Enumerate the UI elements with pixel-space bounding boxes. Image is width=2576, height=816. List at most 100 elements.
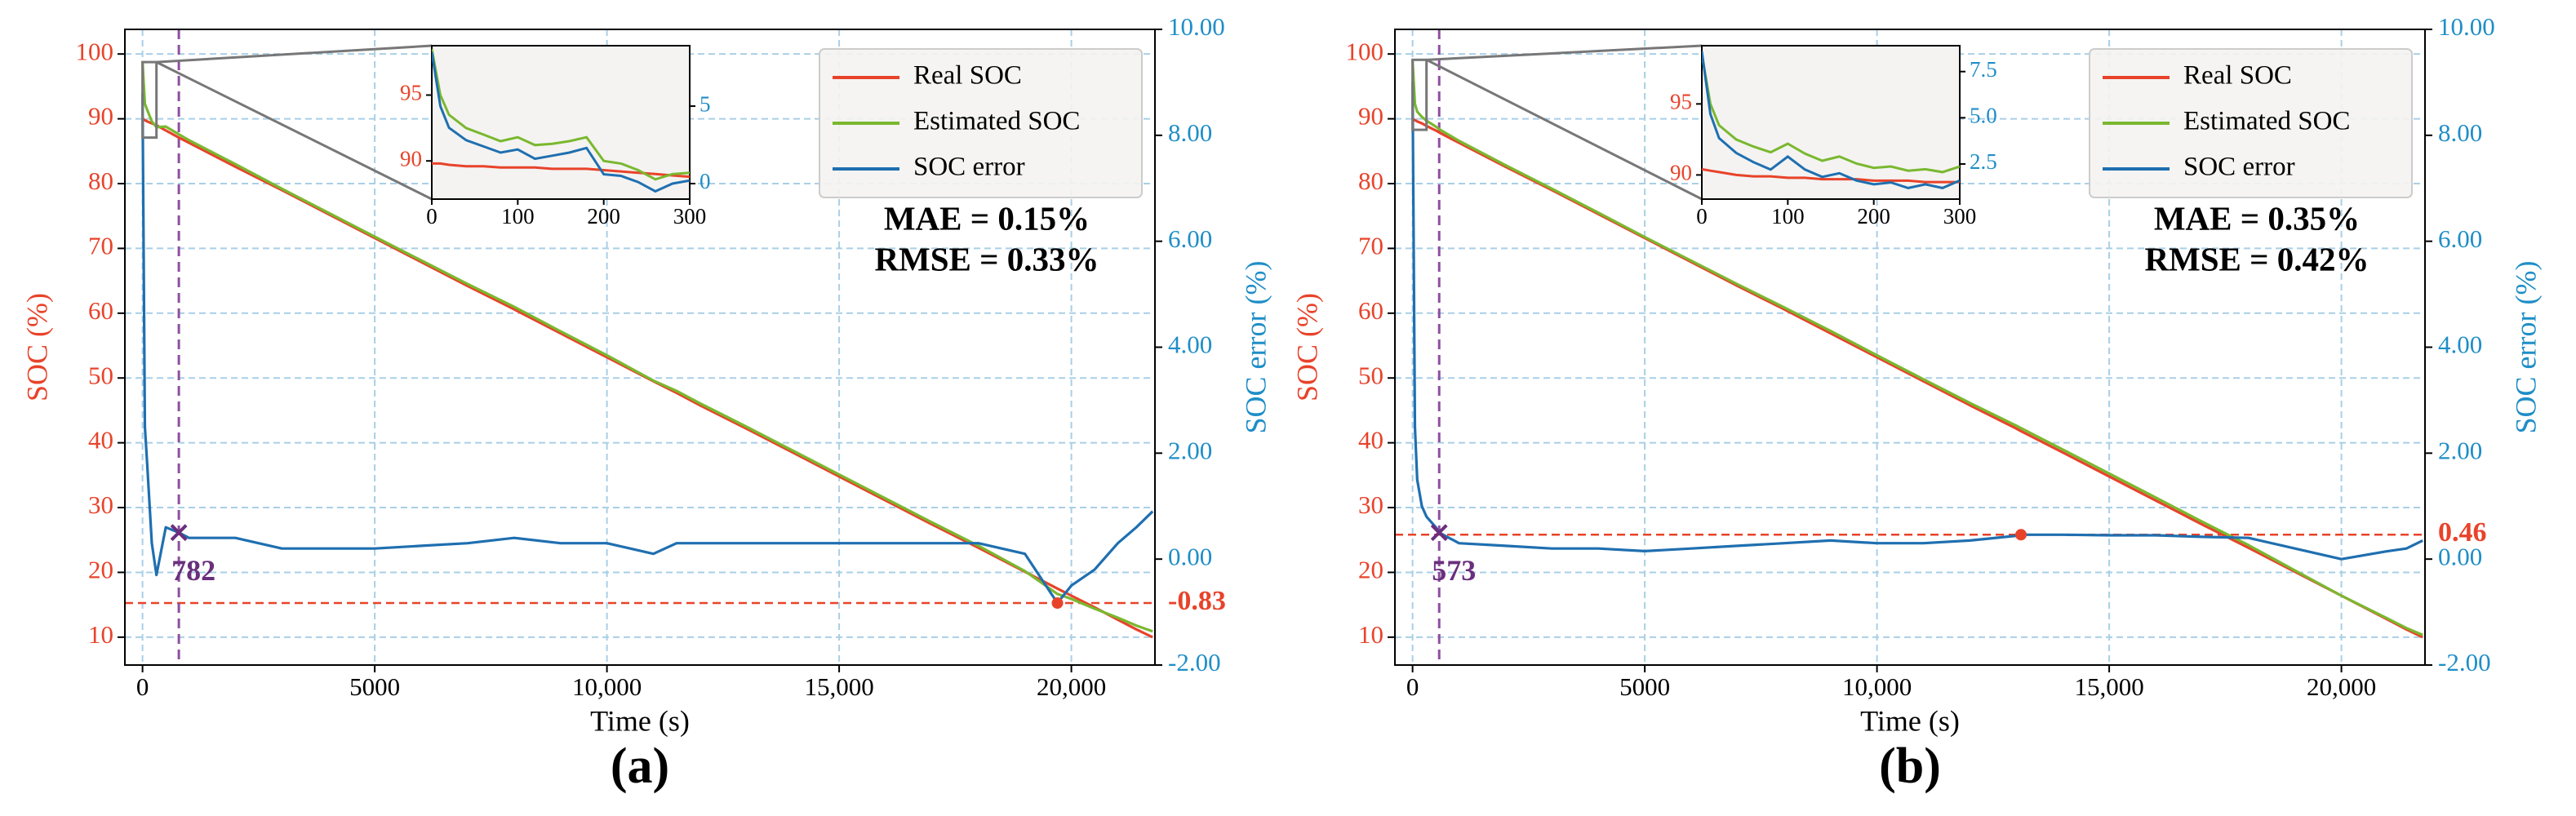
convergence-label: 573: [1432, 554, 1476, 587]
inset-y-tick-label: 90: [1670, 161, 1692, 185]
y-tick-label: 60: [1358, 296, 1383, 325]
inset-y2-tick-label: 2.5: [1970, 149, 1997, 174]
y-tick-label: 50: [88, 361, 113, 389]
inset-x-tick-label: 100: [1771, 204, 1805, 228]
x-tick-label: 0: [1406, 672, 1419, 701]
extreme-error-label: 0.46: [2438, 517, 2487, 548]
inset-y2-tick-label: 5: [700, 91, 711, 116]
inset-series-line: [432, 48, 690, 181]
y-tick-label: 20: [88, 556, 113, 584]
y2-tick-label: 0.00: [1168, 542, 1212, 570]
convergence-marker: [170, 524, 188, 542]
inset-series-line: [1702, 51, 1960, 189]
x-tick-label: 5000: [349, 672, 400, 701]
inset-x-tick-label: 300: [673, 204, 707, 228]
inset-x-tick-label: 200: [1857, 204, 1890, 228]
plot-frame: [1394, 29, 2426, 666]
y-tick-label: 70: [88, 232, 113, 260]
x-tick-label: 10,000: [1842, 672, 1912, 701]
zoom-box: [141, 60, 158, 140]
x-axis-label: Time (s): [590, 704, 690, 737]
y-tick-label: 40: [1358, 426, 1383, 455]
y2-tick-label: 10.00: [2438, 12, 2495, 41]
inset-y-tick-label: 95: [1670, 90, 1692, 114]
x-tick-label: 20,000: [2307, 672, 2376, 701]
y-tick-label: 90: [88, 102, 113, 131]
extreme-error-point: [1051, 597, 1064, 610]
y-tick-label: 100: [1346, 37, 1384, 65]
y-tick-label: 40: [88, 426, 113, 455]
y-tick-label: 50: [1358, 361, 1383, 389]
y-tick-label: 80: [88, 166, 113, 195]
convergence-label: 782: [171, 554, 215, 587]
inset-y2-tick-label: 5.0: [1970, 104, 1997, 128]
series-line: [141, 92, 1154, 605]
plot-frame: [124, 29, 1156, 666]
legend-box: [819, 48, 1143, 198]
y2-tick-label: 8.00: [2438, 118, 2482, 147]
y-tick-label: 100: [76, 37, 114, 65]
x-tick-label: 20,000: [1037, 672, 1106, 701]
metric-text: MAE = 0.15%: [884, 199, 1090, 237]
legend-label: Estimated SOC: [2183, 107, 2350, 136]
legend-label: SOC error: [913, 153, 1025, 182]
x-tick-label: 15,000: [2074, 672, 2143, 701]
legend-label: SOC error: [2183, 153, 2295, 182]
legend-label: Estimated SOC: [913, 107, 1080, 136]
y-tick-label: 10: [1358, 620, 1383, 649]
legend-box: [2089, 48, 2413, 198]
y-tick-label: 70: [1358, 232, 1383, 260]
inset-y-tick-label: 95: [400, 81, 422, 105]
y-axis-label: SOC (%): [1290, 293, 1323, 401]
zoom-box: [1411, 58, 1428, 131]
y2-tick-label: 8.00: [1168, 118, 1212, 147]
y-tick-label: 80: [1358, 166, 1383, 195]
inset-x-tick-label: 200: [587, 204, 620, 228]
y2-tick-label: 2.00: [1168, 436, 1212, 464]
y2-tick-label: 2.00: [2438, 436, 2482, 464]
y2-tick-label: 10.00: [1168, 12, 1225, 41]
y-tick-label: 30: [88, 490, 113, 519]
y-tick-label: 90: [1358, 102, 1383, 131]
x-tick-label: 0: [136, 672, 149, 701]
extreme-error-label: -0.83: [1168, 586, 1226, 616]
zoom-connector: [156, 44, 433, 64]
y2-tick-label: 6.00: [1168, 224, 1212, 253]
y-tick-label: 60: [88, 296, 113, 325]
series-line: [1411, 118, 2423, 639]
y2-tick-label: -2.00: [1168, 648, 1221, 676]
inset-y2-tick-label: 0: [700, 169, 711, 193]
y2-tick-label: 6.00: [2438, 224, 2482, 253]
inset-y2-tick-label: 7.5: [1970, 57, 1997, 82]
y-axis-label: SOC (%): [20, 293, 53, 401]
zoom-connector: [1426, 44, 1703, 61]
y-tick-label: 10: [88, 620, 113, 649]
x-tick-label: 15,000: [804, 672, 873, 701]
y-tick-label: 30: [1358, 490, 1383, 519]
panel: 0 5000 10,000 15,000 20,000 10 20 30 40 50 60 70 80 9…: [1290, 12, 2542, 794]
series-line: [1411, 60, 2423, 636]
extreme-error-point: [2014, 529, 2027, 541]
convergence-marker: [1430, 524, 1448, 542]
metric-text: RMSE = 0.33%: [874, 240, 1099, 277]
inset-x-tick-label: 0: [426, 204, 437, 228]
y2-tick-label: 4.00: [2438, 330, 2482, 359]
x-tick-label: 5000: [1619, 672, 1670, 701]
inset-area: [1701, 45, 1961, 200]
panel-caption: (b): [1879, 738, 1941, 794]
panel-caption: (a): [611, 738, 669, 794]
y2-axis-label: SOC error (%): [2509, 261, 2542, 434]
inset-series-line: [1702, 167, 1960, 184]
y2-tick-label: -2.00: [2438, 648, 2491, 676]
inset-x-tick-label: 300: [1943, 204, 1977, 228]
metric-text: RMSE = 0.42%: [2144, 240, 2369, 277]
x-axis-label: Time (s): [1860, 704, 1960, 737]
metric-text: MAE = 0.35%: [2154, 199, 2360, 237]
series-line: [141, 118, 1153, 639]
inset-series-line: [1702, 54, 1960, 174]
zoom-connector: [156, 60, 433, 201]
inset-x-tick-label: 100: [501, 204, 535, 228]
y-tick-label: 20: [1358, 556, 1383, 584]
x-tick-label: 10,000: [572, 672, 642, 701]
